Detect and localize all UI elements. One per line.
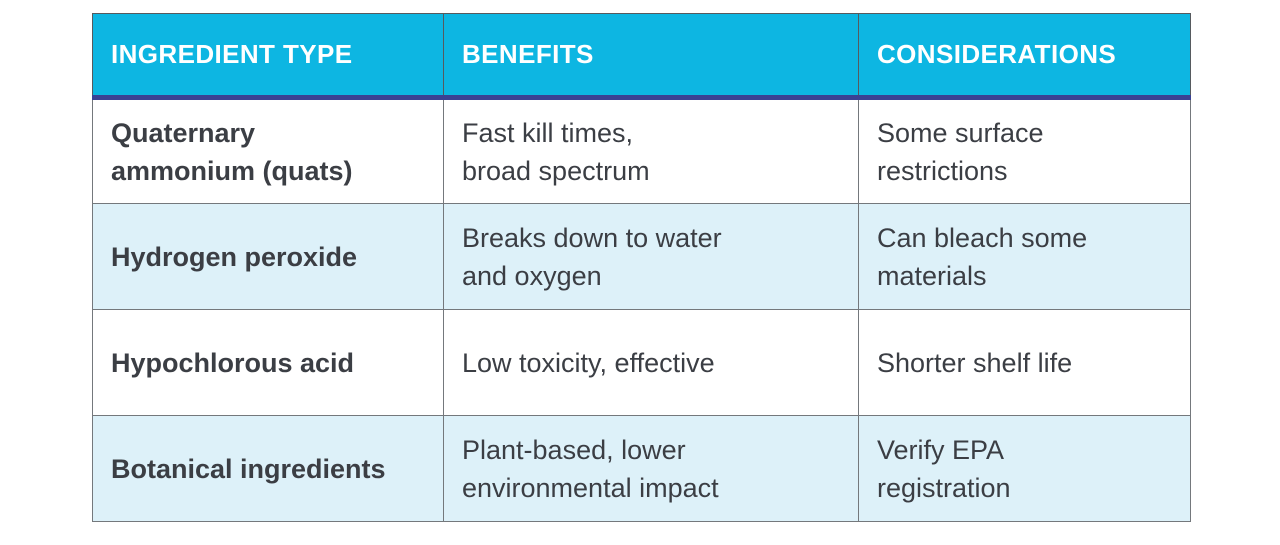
cell-ingredient: Botanical ingredients [92, 415, 444, 522]
column-header-considerations: CONSIDERATIONS [858, 13, 1191, 100]
cell-benefits: Plant-based, lower environmental impact [443, 415, 859, 522]
ingredient-comparison-table: INGREDIENT TYPE BENEFITS CONSIDERATIONS … [92, 13, 1191, 522]
header-row: INGREDIENT TYPE BENEFITS CONSIDERATIONS [92, 13, 1191, 100]
cell-ingredient: Hydrogen peroxide [92, 203, 444, 310]
table-row: Hydrogen peroxide Breaks down to water a… [92, 203, 1191, 310]
table-row: Hypochlorous acid Low toxicity, effectiv… [92, 309, 1191, 416]
ingredient-comparison-table-wrap: INGREDIENT TYPE BENEFITS CONSIDERATIONS … [92, 13, 1191, 522]
cell-ingredient: Hypochlorous acid [92, 309, 444, 416]
column-header-ingredient-type: INGREDIENT TYPE [92, 13, 444, 100]
cell-considerations: Shorter shelf life [858, 309, 1191, 416]
cell-considerations: Can bleach some materials [858, 203, 1191, 310]
cell-benefits: Low toxicity, effective [443, 309, 859, 416]
cell-considerations: Verify EPA registration [858, 415, 1191, 522]
cell-benefits: Fast kill times, broad spectrum [443, 97, 859, 204]
table-row: Botanical ingredients Plant-based, lower… [92, 415, 1191, 522]
column-header-benefits: BENEFITS [443, 13, 859, 100]
cell-ingredient: Quaternary ammonium (quats) [92, 97, 444, 204]
cell-considerations: Some surface restrictions [858, 97, 1191, 204]
table-row: Quaternary ammonium (quats) Fast kill ti… [92, 97, 1191, 204]
cell-benefits: Breaks down to water and oxygen [443, 203, 859, 310]
